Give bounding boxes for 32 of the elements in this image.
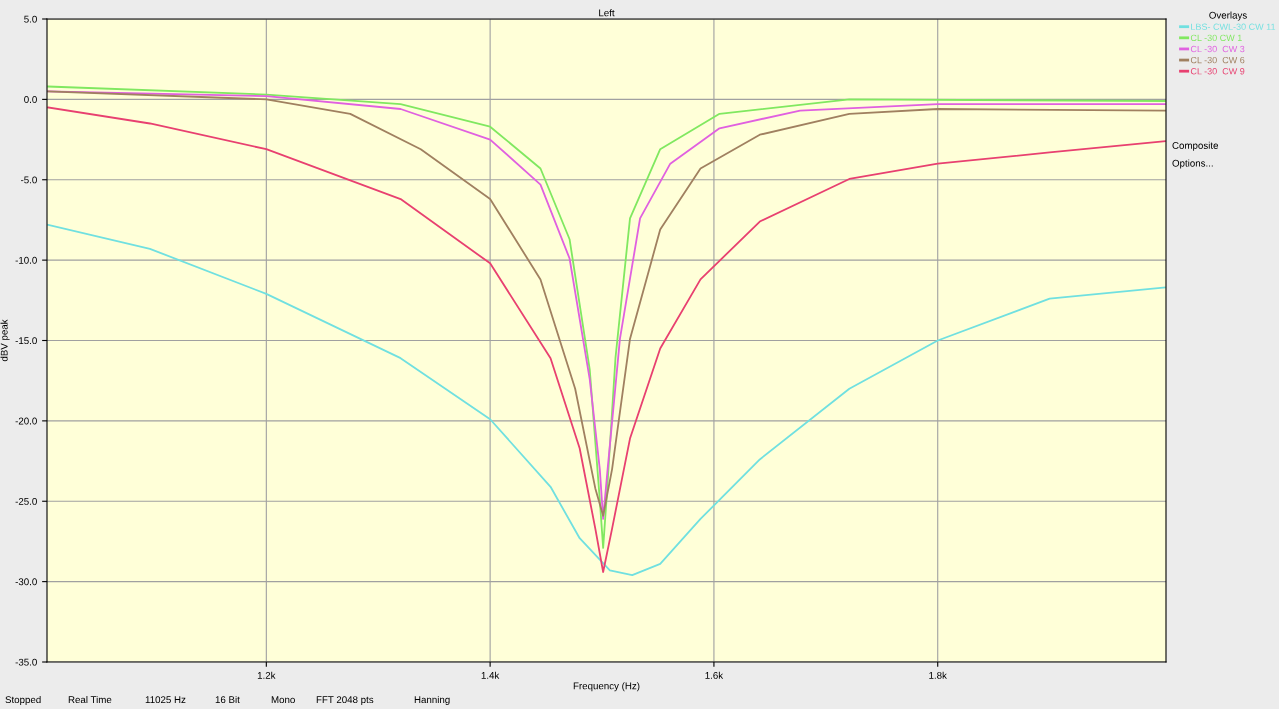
legend-title: Overlays — [1209, 11, 1247, 21]
line-series — [47, 223, 1166, 577]
legend-label: CL -30 CW 3 — [1190, 45, 1245, 53]
y-tick-label: -15.0 — [15, 337, 37, 345]
y-tick-label: 5.0 — [24, 15, 37, 23]
legend-label: CL -30 CW 6 — [1190, 56, 1245, 64]
legend-label: CL -30 CW 1 — [1190, 34, 1242, 42]
y-tick-label: -5.0 — [20, 176, 37, 184]
legend-label: CL -30 CW 9 — [1190, 68, 1245, 75]
legend-label: LBS- CWL-30 CW 11 — [1191, 23, 1276, 30]
text: Stopped — [5, 695, 41, 705]
x-tick-label: 1.4k — [481, 671, 500, 679]
text: 16 Bit — [215, 695, 240, 704]
text: Hanning — [414, 695, 450, 705]
x-tick-label: 1.8k — [929, 671, 947, 679]
y-axis-title: dBV peak — [0, 319, 10, 362]
text: Composite — [1172, 141, 1219, 151]
y-tick-label: 0.0 — [24, 96, 37, 103]
y-tick-label: -25.0 — [15, 497, 37, 505]
y-tick-label: -20.0 — [15, 417, 37, 425]
x-tick-label: 1.2k — [257, 671, 276, 679]
x-tick-label: 1.6k — [705, 671, 724, 679]
y-tick-label: -10.0 — [15, 256, 37, 264]
chart-title: Left — [599, 9, 615, 17]
y-tick-label: -30.0 — [15, 578, 37, 586]
x-axis-title: Frequency (Hz) — [573, 682, 640, 692]
y-tick-label: -35.0 — [15, 658, 37, 666]
text: 11025 Hz — [145, 696, 186, 704]
text: Real Time — [68, 695, 112, 704]
text: Mono — [271, 696, 295, 704]
text: FFT 2048 pts — [316, 696, 374, 705]
text: Options... — [1172, 159, 1213, 169]
